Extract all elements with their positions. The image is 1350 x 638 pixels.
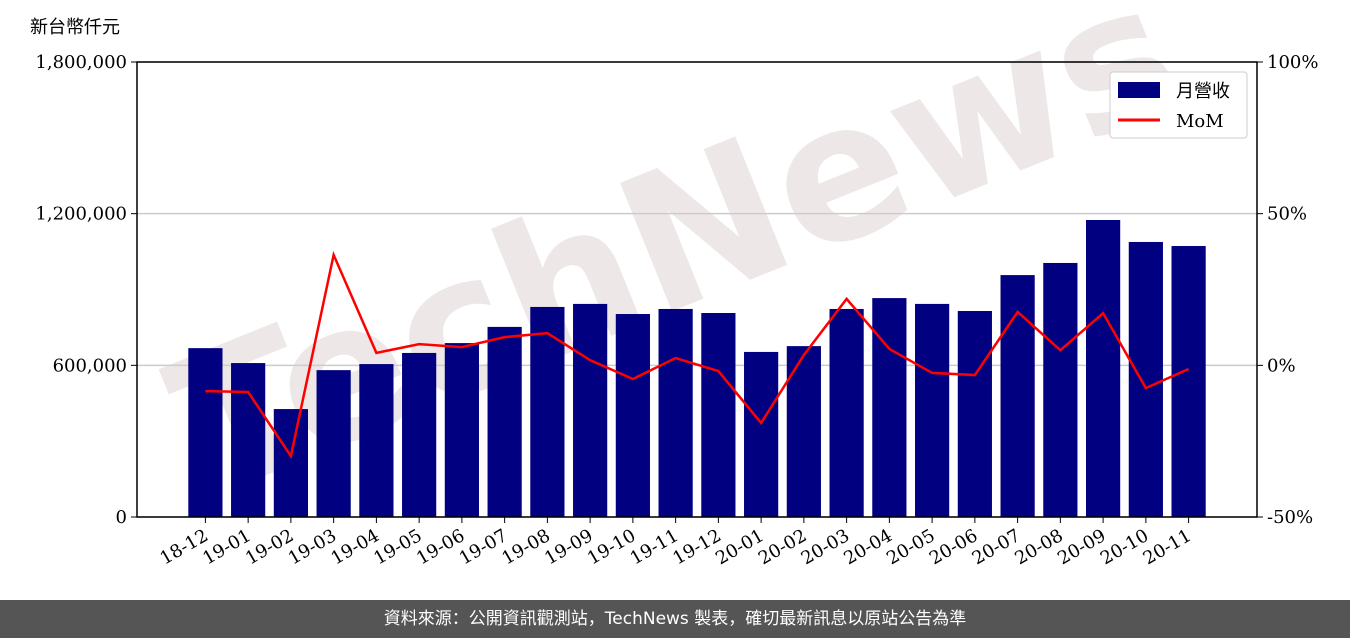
y2-tick-label: 100% (1267, 52, 1318, 73)
footer: 資料來源：公開資訊觀測站，TechNews 製表，確切最新訊息以原站公告為準 (0, 600, 1350, 638)
legend-label: 月營收 (1176, 81, 1230, 102)
bar (1128, 241, 1163, 517)
x-tick-label: 19-04 (327, 525, 382, 569)
chart: 新台幣仟元 TechNews 0600,0001,200,0001,800,00… (30, 0, 1318, 569)
bar (188, 348, 223, 517)
bar (829, 308, 864, 517)
x-tick-label: 20-11 (1140, 525, 1195, 569)
x-tick-label: 20-09 (1054, 525, 1109, 569)
y2-tick-label: 50% (1267, 204, 1307, 225)
x-tick-label: 19-10 (584, 525, 639, 569)
y-tick-label: 0 (116, 507, 127, 528)
x-tick-label: 20-05 (883, 525, 938, 569)
y-axis-label: 新台幣仟元 (30, 17, 120, 38)
x-tick-label: 18-12 (156, 525, 211, 569)
bar (573, 303, 608, 517)
bar (231, 363, 266, 517)
bar (444, 343, 479, 517)
bar (359, 364, 394, 517)
bar (701, 313, 736, 517)
legend-swatch (1118, 82, 1160, 98)
x-tick-label: 20-06 (926, 525, 981, 569)
x-tick-label: 19-03 (285, 525, 340, 569)
y-tick-label: 1,800,000 (35, 52, 127, 73)
x-tick-label: 20-03 (798, 525, 853, 569)
x-tick-label: 20-10 (1097, 525, 1152, 569)
bar (273, 409, 308, 517)
line (205, 250, 1190, 460)
x-tick-label: 19-07 (456, 525, 511, 569)
x-tick-label: 20-01 (712, 525, 767, 569)
bar (1171, 246, 1206, 517)
bar (615, 314, 650, 517)
x-tick-label: 19-05 (370, 525, 425, 569)
bar (487, 326, 522, 517)
bar (1086, 219, 1121, 517)
y2-tick-label: -50% (1267, 507, 1313, 528)
bar (402, 352, 437, 517)
y2-tick-label: 0% (1267, 355, 1296, 376)
bar (744, 351, 779, 517)
x-tick-label: 20-02 (755, 525, 810, 569)
bar (658, 308, 693, 517)
x-tick-label: 19-12 (669, 525, 724, 569)
bar (316, 370, 351, 517)
bar (530, 306, 565, 517)
bar (872, 298, 907, 517)
x-tick-label: 19-08 (498, 525, 553, 569)
x-tick-label: 20-04 (840, 525, 895, 569)
x-tick-label: 19-06 (413, 525, 468, 569)
bar (1043, 262, 1078, 517)
bar (957, 310, 992, 517)
plot-frame (136, 61, 1258, 518)
x-tick-label: 19-11 (627, 525, 682, 569)
x-tick-label: 19-02 (242, 525, 297, 569)
y-tick-label: 1,200,000 (35, 204, 127, 225)
y-tick-label: 600,000 (53, 355, 127, 376)
legend-label: MoM (1176, 111, 1224, 132)
x-tick-label: 20-07 (969, 525, 1024, 569)
bar (915, 303, 950, 517)
x-tick-label: 20-08 (1011, 525, 1066, 569)
bar (1000, 275, 1035, 517)
x-tick-label: 19-09 (541, 525, 596, 569)
